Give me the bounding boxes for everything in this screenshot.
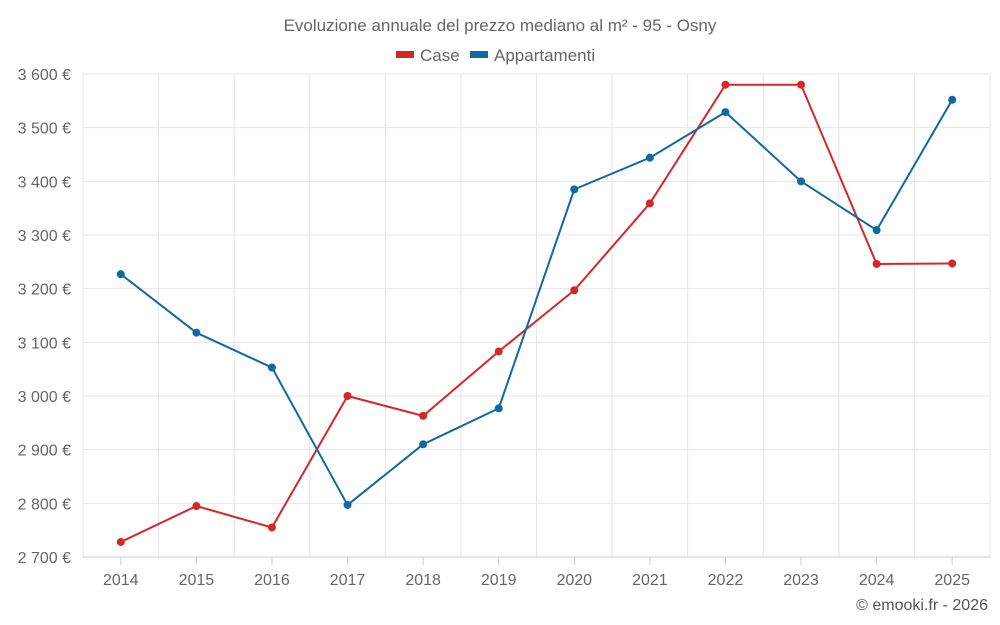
- data-point[interactable]: [721, 108, 730, 117]
- data-point[interactable]: [192, 502, 201, 511]
- y-tick-label: 3 300 €: [18, 228, 71, 245]
- x-tick-label: 2020: [556, 572, 592, 589]
- data-point[interactable]: [948, 259, 957, 268]
- data-point[interactable]: [419, 411, 428, 420]
- y-axis: 2 700 € 2 800 € 2 900 € 3 000 € 3 100 € 3 200…: [18, 67, 71, 567]
- x-axis: 2014 2015 2016 2017 2018 2019 2020 2021 2022 2023…: [83, 556, 990, 589]
- y-tick-label: 2 900 €: [18, 443, 71, 460]
- x-tick-label: 2021: [632, 572, 668, 589]
- data-point[interactable]: [192, 328, 201, 337]
- data-point[interactable]: [948, 95, 957, 104]
- grid: [82, 73, 991, 558]
- data-point[interactable]: [116, 270, 125, 279]
- x-tick-label: 2019: [481, 572, 517, 589]
- y-tick-label: 3 100 €: [18, 335, 71, 352]
- y-tick-label: 3 400 €: [18, 174, 71, 191]
- y-tick-label: 3 000 €: [18, 389, 71, 406]
- y-tick-label: 2 800 €: [18, 496, 71, 513]
- data-point[interactable]: [721, 80, 730, 89]
- legend-swatch: [470, 51, 488, 58]
- legend: Case Appartamenti: [396, 46, 595, 65]
- data-point[interactable]: [570, 185, 579, 194]
- x-tick-label: 2018: [405, 572, 441, 589]
- chart-title: Evoluzione annuale del prezzo mediano al…: [284, 16, 717, 35]
- x-tick-label: 2023: [783, 572, 819, 589]
- data-point[interactable]: [872, 259, 881, 268]
- series-lines: [116, 80, 957, 546]
- x-tick-label: 2025: [934, 572, 970, 589]
- data-point[interactable]: [645, 199, 654, 208]
- data-point[interactable]: [419, 440, 428, 449]
- y-tick-label: 3 600 €: [18, 67, 71, 84]
- x-tick-label: 2014: [103, 572, 139, 589]
- data-point[interactable]: [494, 404, 503, 413]
- y-tick-label: 3 200 €: [18, 282, 71, 299]
- data-point[interactable]: [343, 500, 352, 509]
- legend-label[interactable]: Case: [420, 46, 460, 65]
- legend-swatch: [396, 51, 414, 58]
- data-point[interactable]: [645, 153, 654, 162]
- y-tick-label: 3 500 €: [18, 121, 71, 138]
- x-tick-label: 2015: [179, 572, 215, 589]
- y-tick-label: 2 700 €: [18, 550, 71, 567]
- data-point[interactable]: [494, 347, 503, 356]
- x-tick-label: 2016: [254, 572, 290, 589]
- legend-label[interactable]: Appartamenti: [494, 46, 595, 65]
- data-point[interactable]: [343, 392, 352, 400]
- data-point[interactable]: [797, 177, 806, 186]
- x-tick-label: 2024: [859, 572, 895, 589]
- series-line-case: [120, 83, 953, 543]
- data-point[interactable]: [267, 363, 276, 372]
- x-tick-label: 2017: [330, 572, 366, 589]
- data-point[interactable]: [267, 523, 276, 532]
- series-line-appartamenti: [120, 99, 954, 506]
- credit-text: © emooki.fr - 2026: [856, 597, 988, 614]
- data-point[interactable]: [116, 537, 125, 546]
- data-point[interactable]: [872, 226, 881, 235]
- data-point[interactable]: [797, 80, 806, 89]
- data-point[interactable]: [570, 286, 579, 295]
- x-tick-label: 2022: [708, 572, 744, 589]
